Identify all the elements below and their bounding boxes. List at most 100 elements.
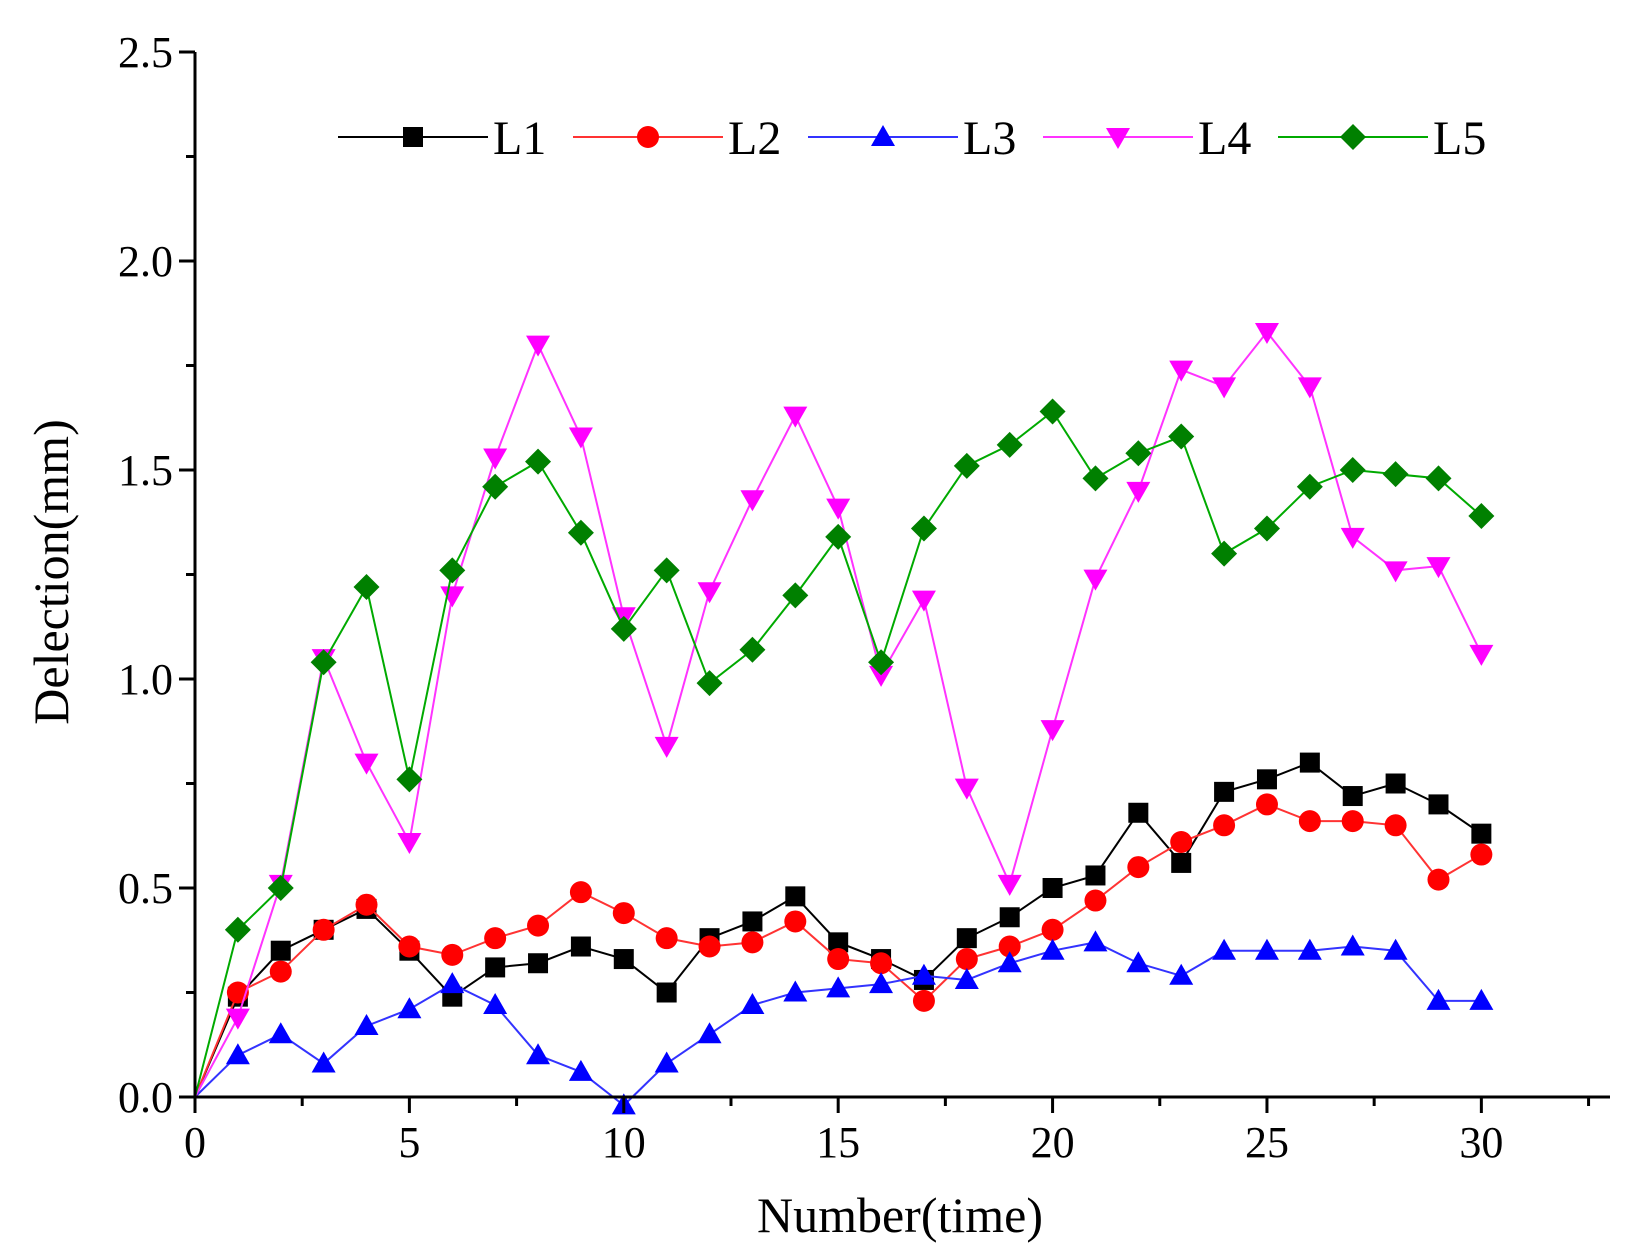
series-layer bbox=[194, 323, 1495, 1115]
data-point-l2 bbox=[1213, 814, 1236, 837]
data-point-l4 bbox=[740, 490, 765, 512]
data-point-l3 bbox=[1126, 951, 1151, 973]
data-point-l2 bbox=[1427, 868, 1450, 891]
data-point-l1 bbox=[828, 932, 849, 953]
axes-layer: 0 5 10 15 20 25 30 0.0 0.5 1.0 1.5 2.0 2.5 bbox=[118, 28, 1610, 1167]
data-point-l4 bbox=[440, 586, 465, 608]
data-point-l2 bbox=[912, 989, 935, 1012]
data-point-l3 bbox=[1040, 938, 1065, 960]
data-point-l3 bbox=[1340, 934, 1365, 956]
data-point-l3 bbox=[1297, 938, 1322, 960]
data-point-l2 bbox=[784, 910, 807, 933]
data-point-l1 bbox=[999, 907, 1020, 928]
data-point-l1 bbox=[1171, 852, 1192, 873]
data-point-l1 bbox=[1428, 794, 1449, 815]
data-point-l4 bbox=[397, 833, 422, 855]
legend-marker-l4 bbox=[1106, 128, 1130, 149]
data-point-l4 bbox=[1426, 557, 1451, 579]
data-point-l4 bbox=[1169, 360, 1194, 382]
data-point-l2 bbox=[1255, 793, 1278, 816]
data-point-l5 bbox=[482, 473, 509, 500]
data-point-l1 bbox=[528, 953, 549, 974]
data-point-l1 bbox=[1042, 878, 1063, 898]
data-point-l2 bbox=[827, 948, 850, 971]
legend-item-l3: L3 bbox=[808, 112, 1016, 165]
data-point-l5 bbox=[610, 615, 637, 642]
series-l2 bbox=[194, 793, 1493, 1098]
data-point-l1 bbox=[785, 886, 806, 907]
data-point-l1 bbox=[656, 982, 677, 1003]
data-point-l2 bbox=[955, 948, 978, 971]
data-point-l1 bbox=[570, 936, 591, 957]
data-point-l5 bbox=[310, 649, 337, 676]
data-point-l4 bbox=[225, 1008, 250, 1030]
data-point-l3 bbox=[1169, 963, 1194, 985]
data-point-l2 bbox=[355, 893, 378, 916]
data-point-l2 bbox=[269, 960, 292, 983]
data-point-l4 bbox=[997, 874, 1022, 896]
data-point-l3 bbox=[354, 1013, 379, 1035]
x-tick-label: 25 bbox=[1245, 1118, 1289, 1167]
x-tick-label: 20 bbox=[1031, 1118, 1075, 1167]
data-point-l2 bbox=[1084, 889, 1107, 912]
data-point-l2 bbox=[312, 918, 335, 941]
series-l4 bbox=[194, 323, 1494, 1098]
data-point-l1 bbox=[1385, 773, 1406, 794]
data-point-l3 bbox=[568, 1059, 593, 1081]
data-point-l5 bbox=[825, 523, 852, 550]
legend-item-l2: L2 bbox=[573, 112, 781, 165]
data-point-l3 bbox=[268, 1022, 293, 1044]
data-point-l3 bbox=[526, 1043, 551, 1065]
data-point-l1 bbox=[613, 949, 634, 970]
data-point-l2 bbox=[1470, 843, 1493, 866]
y-tick-label: 0.0 bbox=[118, 1073, 173, 1122]
data-point-l3 bbox=[997, 951, 1022, 973]
data-point-l4 bbox=[483, 448, 508, 470]
data-point-l2 bbox=[741, 931, 764, 954]
data-point-l3 bbox=[869, 972, 894, 994]
data-point-l5 bbox=[1039, 398, 1066, 425]
legend-marker-l5 bbox=[1340, 124, 1366, 150]
data-point-l3 bbox=[311, 1051, 336, 1073]
data-point-l4 bbox=[1083, 569, 1108, 591]
data-point-l3 bbox=[654, 1051, 679, 1073]
data-point-l5 bbox=[782, 582, 809, 609]
data-point-l1 bbox=[1342, 786, 1363, 807]
data-point-l3 bbox=[954, 967, 979, 989]
data-point-l5 bbox=[1211, 540, 1238, 567]
data-point-l5 bbox=[1339, 457, 1366, 483]
y-axis-title: Delection(mm) bbox=[23, 419, 79, 724]
data-point-l4 bbox=[911, 590, 936, 612]
data-point-l5 bbox=[910, 515, 937, 542]
x-tick-label: 0 bbox=[184, 1118, 206, 1167]
legend-marker-l2 bbox=[637, 126, 659, 148]
x-tick-label: 5 bbox=[398, 1118, 420, 1167]
data-point-l2 bbox=[1298, 810, 1321, 833]
data-point-l5 bbox=[396, 766, 423, 793]
legend-label: L2 bbox=[728, 112, 781, 165]
legend-item-l1: L1 bbox=[338, 112, 546, 165]
x-tick-label: 15 bbox=[816, 1118, 860, 1167]
data-point-l1 bbox=[1214, 781, 1235, 802]
data-point-l1 bbox=[485, 957, 506, 978]
data-point-l3 bbox=[1083, 930, 1108, 952]
data-point-l5 bbox=[953, 452, 980, 479]
data-point-l5 bbox=[739, 636, 766, 663]
data-point-l3 bbox=[1469, 988, 1494, 1010]
data-point-l4 bbox=[1383, 561, 1408, 583]
data-point-l5 bbox=[653, 557, 680, 584]
data-point-l5 bbox=[439, 557, 466, 584]
data-point-l1 bbox=[1256, 769, 1277, 790]
data-point-l3 bbox=[225, 1043, 250, 1065]
data-point-l4 bbox=[697, 582, 722, 604]
y-tick-label: 2.5 bbox=[118, 28, 173, 77]
data-point-l5 bbox=[267, 875, 294, 901]
data-point-l4 bbox=[1254, 323, 1279, 345]
data-point-l2 bbox=[870, 952, 893, 975]
data-point-l3 bbox=[783, 980, 808, 1002]
data-point-l2 bbox=[1170, 831, 1193, 854]
data-point-l1 bbox=[1299, 752, 1320, 773]
data-point-l1 bbox=[1471, 823, 1492, 844]
data-point-l2 bbox=[655, 927, 678, 950]
data-point-l1 bbox=[742, 911, 763, 932]
